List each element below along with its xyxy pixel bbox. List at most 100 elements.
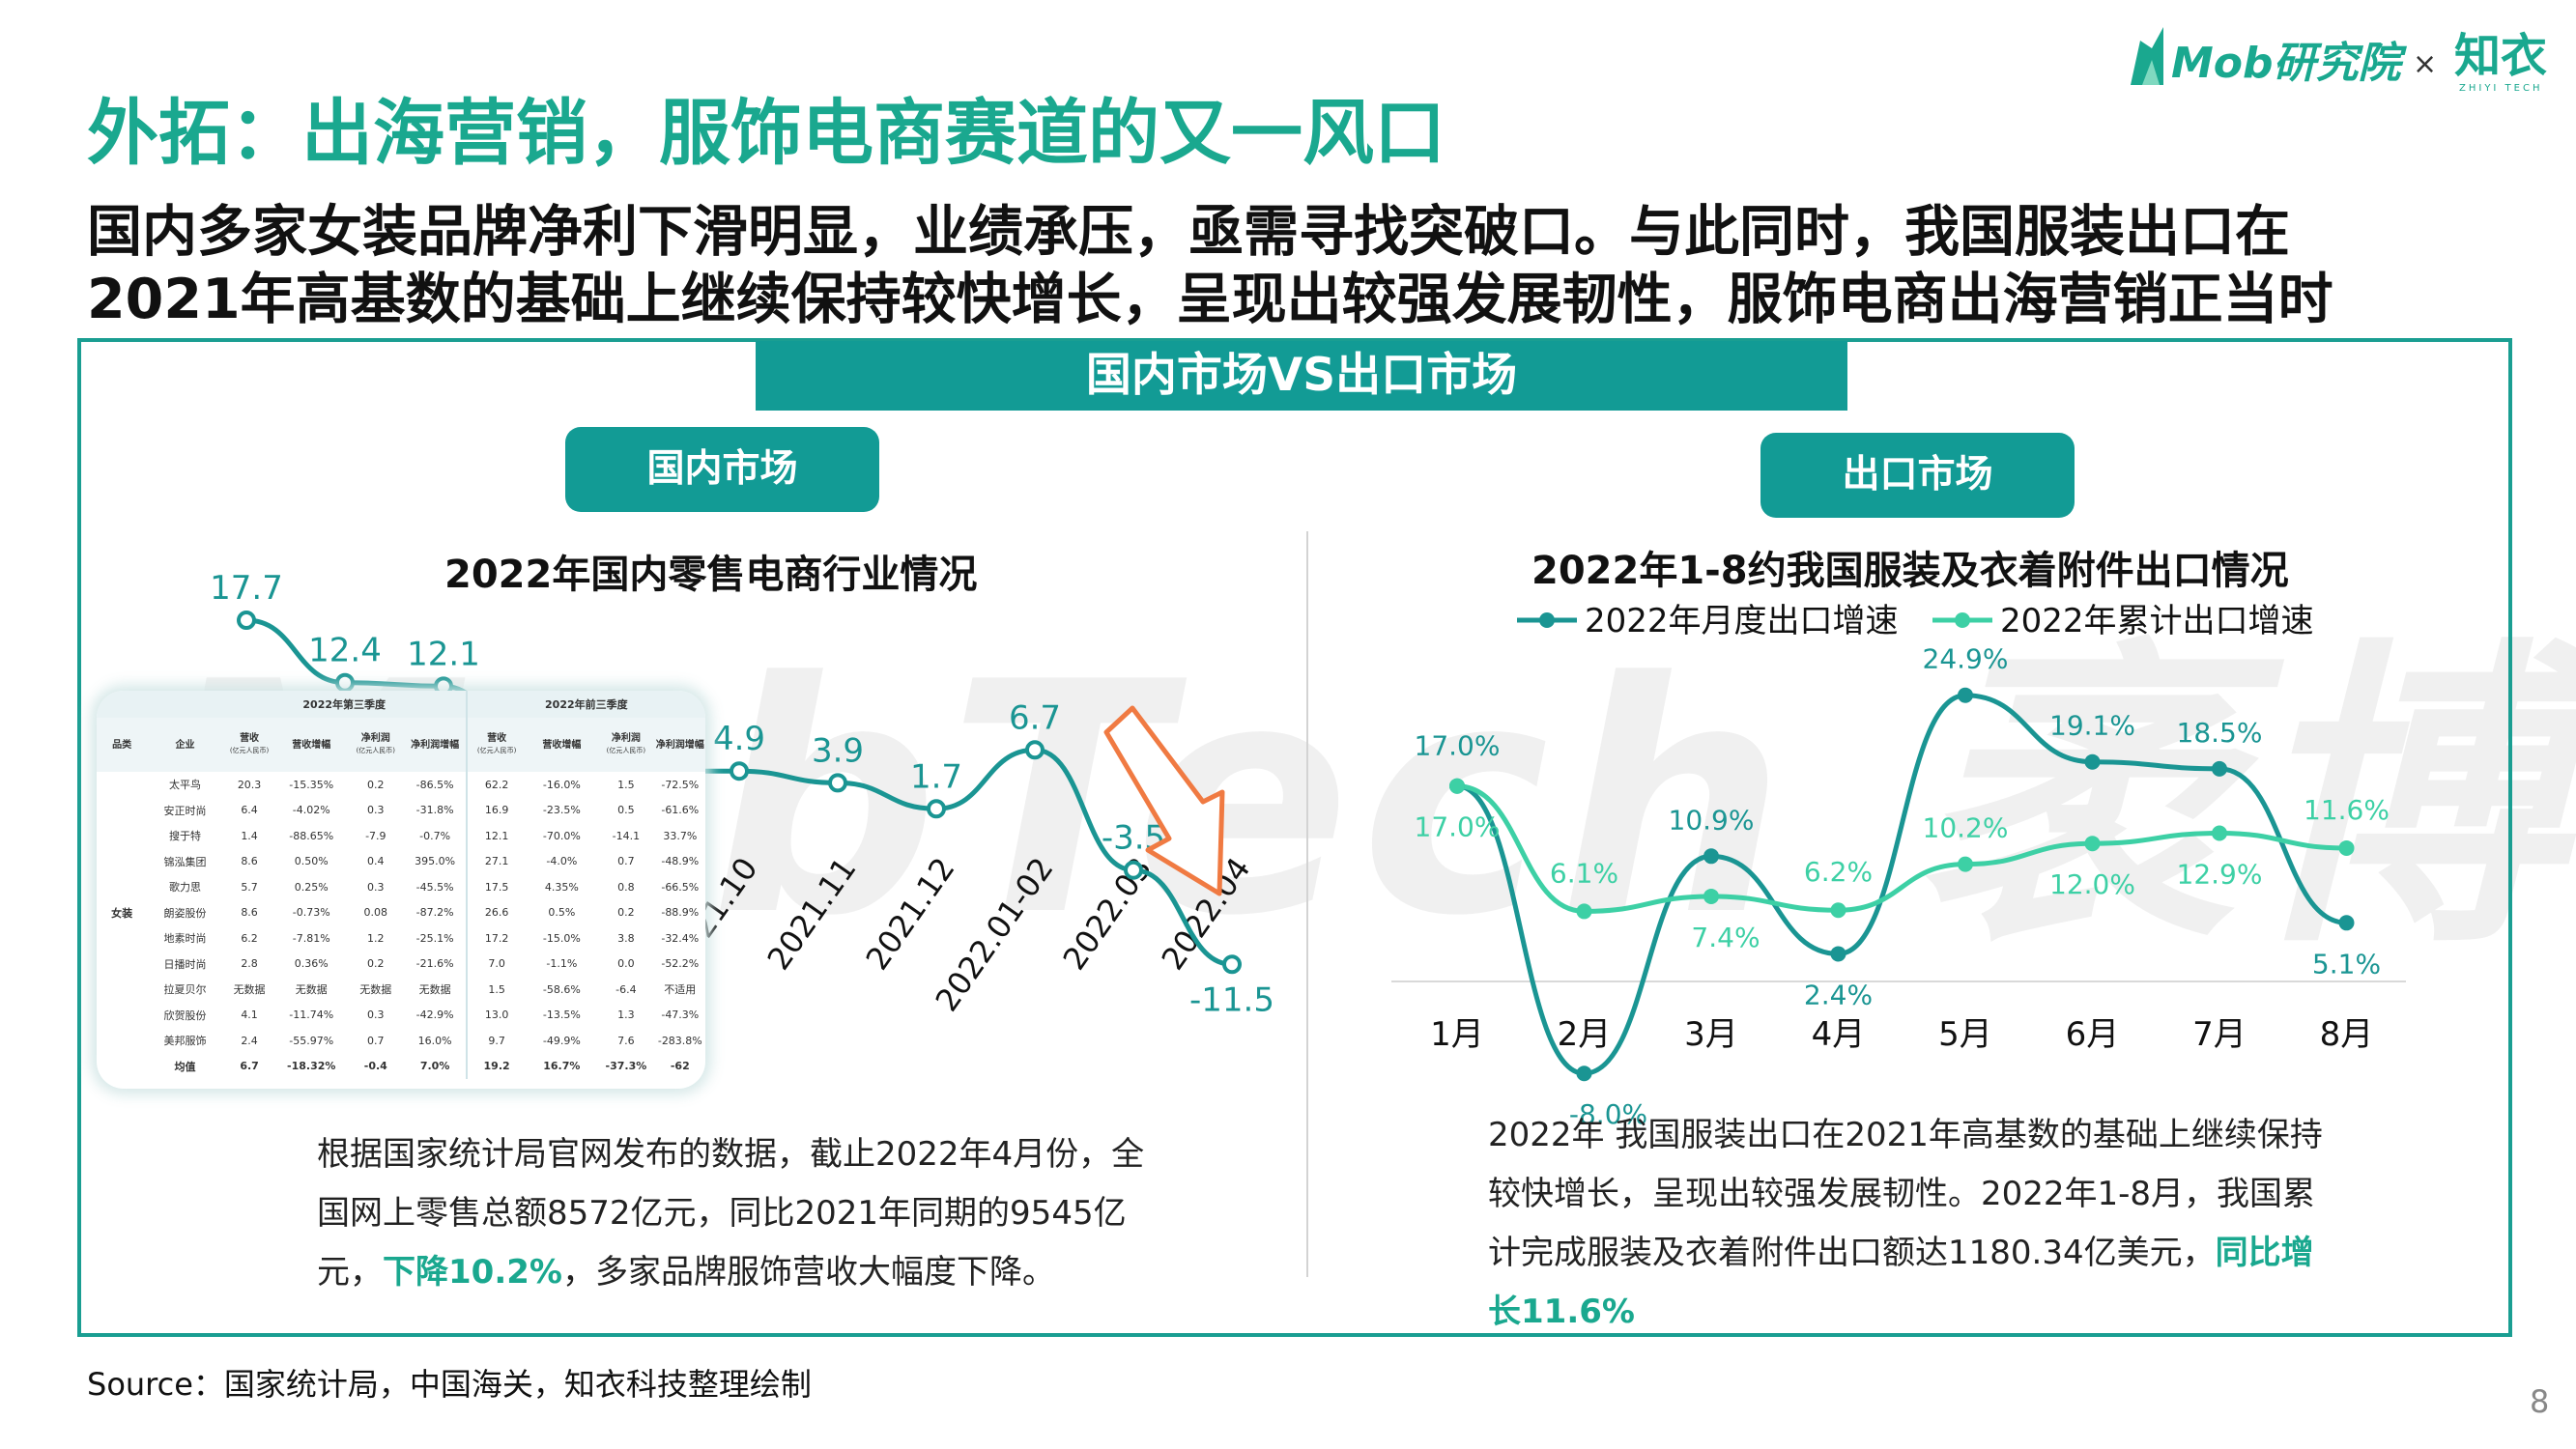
table-cell: -16.0% xyxy=(542,778,581,791)
export-point-1-3 xyxy=(1830,902,1846,919)
table-cell: -1.1% xyxy=(546,957,578,971)
domestic-note: 根据国家统计局官网发布的数据，截止2022年4月份，全 国网上零售总额8572亿… xyxy=(317,1135,1145,1292)
table-cell: 0.50% xyxy=(294,855,329,868)
export-point-0-4 xyxy=(1958,687,1973,703)
table-cell: 均值 xyxy=(174,1060,196,1073)
table-cell: -0.73% xyxy=(292,906,330,920)
table-cell: -15.35% xyxy=(289,778,334,791)
table-cell: 0.25% xyxy=(294,880,329,894)
table-cell: 美邦服饰 xyxy=(163,1035,207,1048)
table-group-q3: 2022年第三季度 xyxy=(222,691,467,718)
th-net-2: 净利润 (亿元人民币) xyxy=(597,718,655,772)
table-cell: -87.2% xyxy=(415,906,454,920)
table-cell: 7.0 xyxy=(465,951,527,977)
export-data-label-1-4: 10.2% xyxy=(1923,812,2009,844)
growth-highlight: 同比增 xyxy=(2215,1234,2314,1272)
table-cell: 无数据 xyxy=(295,983,328,997)
export-point-1-6 xyxy=(2212,825,2227,841)
table-cell: -21.6% xyxy=(415,957,454,971)
table-cell: -37.3% xyxy=(605,1060,647,1073)
table-cell: -4.02% xyxy=(292,804,330,817)
table-cell: -31.8% xyxy=(415,804,454,817)
table-cell: 16.9 xyxy=(465,797,527,823)
brand-logo: Mob研究院 × 知衣 ZHIYI TECH xyxy=(2131,27,2547,94)
table-cell: -0.7% xyxy=(419,829,451,842)
table-cell: 0.0 xyxy=(617,957,635,971)
table-cell: 0.36% xyxy=(294,957,329,971)
table-cell: -49.9% xyxy=(542,1034,581,1047)
table-cell: 无数据 xyxy=(359,983,392,997)
content-frame xyxy=(77,338,2512,1337)
legend-label-1: 2022年累计出口增速 xyxy=(2000,602,2314,640)
table-cell: -61.6% xyxy=(661,804,700,817)
export-point-0-3 xyxy=(1830,946,1846,962)
table-cell: 20.3 xyxy=(237,778,262,791)
export-data-label-1-2: 7.4% xyxy=(1691,922,1760,953)
export-point-0-6 xyxy=(2212,760,2227,777)
export-data-label-0-4: 24.9% xyxy=(1923,643,2009,675)
table-cell: -45.5% xyxy=(415,880,454,894)
export-data-label-1-6: 12.9% xyxy=(2177,858,2263,890)
table-group-first-three-quarters: 2022年前三季度 xyxy=(465,691,705,718)
th-rev: 营收 (亿元人民币) xyxy=(222,718,276,772)
table-cell: -14.1 xyxy=(612,829,641,842)
table-row: 拉夏贝尔 无数据 无数据 无数据 无数据 1.5 -58.6% -6.4 不适用 xyxy=(97,977,705,1003)
th-category: 品类 xyxy=(97,718,148,772)
table-cell: 7.0% xyxy=(419,1060,450,1073)
domestic-data-label-1: 12.4 xyxy=(308,632,382,670)
table-cell: -55.97% xyxy=(289,1034,334,1047)
table-cell: 395.0% xyxy=(415,855,456,868)
export-chart-title: 2022年1-8约我国服装及衣着附件出口情况 xyxy=(1531,549,2289,593)
table-cell: 歌力思 xyxy=(169,881,202,895)
table-row: 歌力思 5.7 0.25% 0.3 -45.5% 17.5 4.35% 0.8 -66.5% xyxy=(97,874,705,900)
export-data-label-1-5: 12.0% xyxy=(2049,868,2135,900)
domestic-market-pill: 国内市场 xyxy=(565,427,879,512)
table-cell: -47.3% xyxy=(661,1009,700,1022)
table-cell: 0.7 xyxy=(617,855,635,868)
table-cell: 17.2 xyxy=(465,925,527,952)
subtitle-line-2: 2021年高基数的基础上继续保持较快增长，呈现出较强发展韧性，服饰电商出海营销正… xyxy=(87,268,2333,331)
table-row: 搜于特 1.4 -88.65% -7.9 -0.7% 12.1 -70.0% -14.1 33.… xyxy=(97,823,705,849)
domestic-point-8 xyxy=(1025,740,1045,760)
table-cell: 0.08 xyxy=(363,906,388,920)
column-divider xyxy=(1306,531,1308,1277)
domestic-retail-line-chart: 2021.102021.112021.122022.01-022022.0320… xyxy=(210,569,1274,1019)
table-cell: 0.5 xyxy=(617,804,635,817)
table-cell: 4.1 xyxy=(241,1009,258,1022)
table-cell: -88.65% xyxy=(289,829,334,842)
export-growth-line-chart: 2022年月度出口增速 2022年累计出口增速 17.0% -8.0% 10.9% 2.… xyxy=(1391,602,2406,1130)
table-cell: 0.3 xyxy=(367,880,385,894)
domestic-point-6 xyxy=(828,773,847,793)
growth-highlight-cont: 长11.6% xyxy=(1488,1293,1635,1331)
table-cell: 太平鸟 xyxy=(169,779,202,792)
table-cell: 0.2 xyxy=(367,778,385,791)
table-cell: 0.8 xyxy=(617,880,635,894)
table-cell: 无数据 xyxy=(233,983,266,997)
table-cell: -4.0% xyxy=(546,855,578,868)
domestic-data-label-7: 1.7 xyxy=(910,757,962,796)
table-cell: 12.1 xyxy=(465,823,527,849)
export-x-tick-0: 1月 xyxy=(1430,1015,1484,1054)
export-data-label-1-1: 6.1% xyxy=(1550,857,1618,889)
table-cell: -32.4% xyxy=(661,931,700,945)
table-cell: 日播时尚 xyxy=(163,957,207,971)
export-point-1-1 xyxy=(1576,903,1592,920)
table-cell: -52.2% xyxy=(661,957,700,971)
domestic-data-label-10: -11.5 xyxy=(1189,980,1274,1019)
table-cell: 6.7 xyxy=(240,1060,259,1073)
export-series-line-1 xyxy=(1456,783,2347,914)
table-cell: -0.4 xyxy=(363,1060,387,1073)
table-cell: -62 xyxy=(670,1060,690,1073)
table-cell: 0.7 xyxy=(367,1034,385,1047)
table-cell: 0.2 xyxy=(617,906,635,920)
export-x-tick-6: 7月 xyxy=(2192,1015,2247,1054)
table-cell: 拉夏贝尔 xyxy=(163,983,207,997)
export-x-tick-1: 2月 xyxy=(1558,1015,1612,1054)
table-cell: -70.0% xyxy=(542,829,581,842)
table-row: 美邦服饰 2.4 -55.97% 0.7 16.0% 9.7 -49.9% 7.6 -283.8… xyxy=(97,1028,705,1054)
table-cell: 2.8 xyxy=(241,957,258,971)
table-cell: -42.9% xyxy=(415,1009,454,1022)
export-point-0-5 xyxy=(2084,753,2101,770)
export-point-1-2 xyxy=(1703,888,1719,904)
legend-marker-1 xyxy=(1955,612,1970,628)
